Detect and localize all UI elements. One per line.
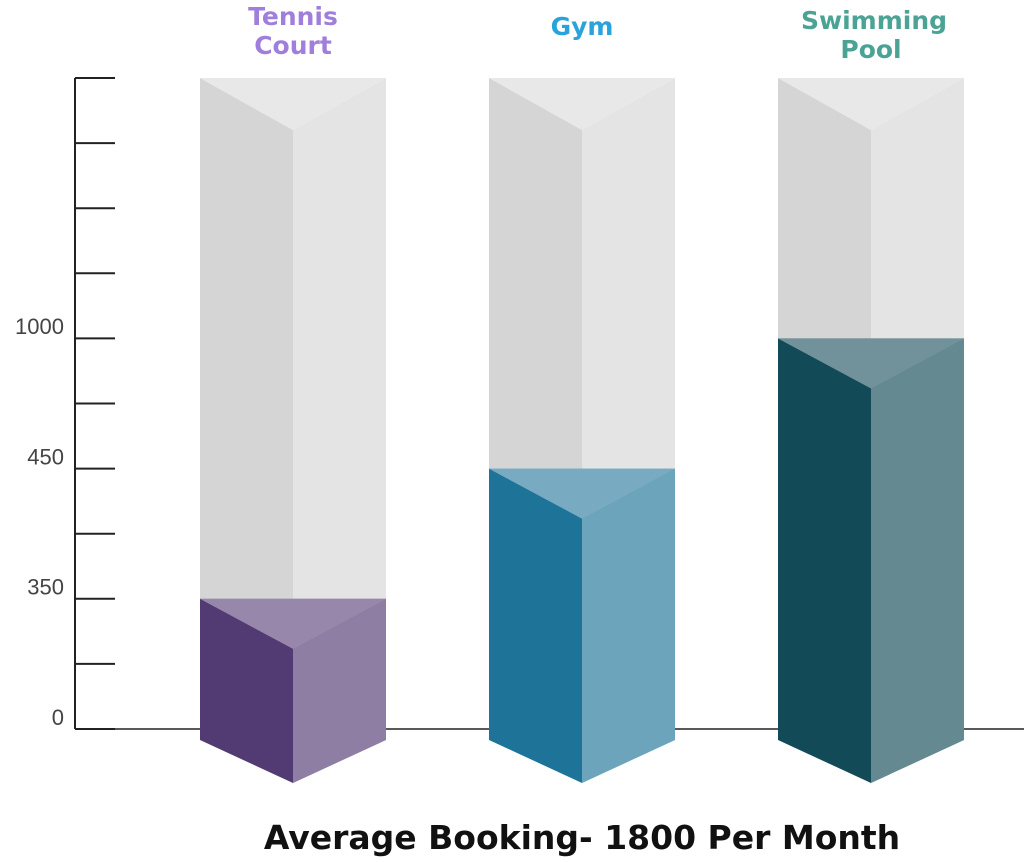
bar-right: [582, 468, 675, 783]
column-top: [200, 78, 386, 130]
y-tick-label: 1000: [15, 314, 64, 339]
y-tick-label: 350: [27, 575, 64, 600]
column-top: [489, 78, 675, 130]
bar-right: [293, 598, 386, 783]
y-tick-label: 450: [27, 444, 64, 469]
bar-top-shade: [489, 468, 675, 519]
column-left: [200, 78, 293, 729]
bar-left: [778, 338, 871, 783]
bar: [489, 468, 675, 783]
bar-top-shade: [778, 338, 964, 389]
bar-left: [489, 468, 582, 783]
category-label: Tennis Court: [248, 2, 338, 60]
column-top: [778, 78, 964, 130]
y-tick-label: 0: [52, 705, 64, 730]
bar-right-shade: [293, 598, 386, 783]
bar-top: [200, 598, 386, 649]
bar: [778, 338, 964, 783]
bar-left: [200, 598, 293, 783]
bar-top: [778, 338, 964, 389]
bar-top-shade: [200, 598, 386, 649]
category-label: Gym: [550, 12, 614, 41]
bar-right-shade: [871, 338, 964, 783]
bar-right-shade: [582, 468, 675, 783]
bar: [200, 598, 386, 783]
category-label: Swimming Pool: [801, 6, 948, 64]
bar-top: [489, 468, 675, 519]
bar-right: [871, 338, 964, 783]
chart-title: Average Booking- 1800 Per Month: [263, 818, 901, 857]
column-right: [293, 78, 386, 729]
